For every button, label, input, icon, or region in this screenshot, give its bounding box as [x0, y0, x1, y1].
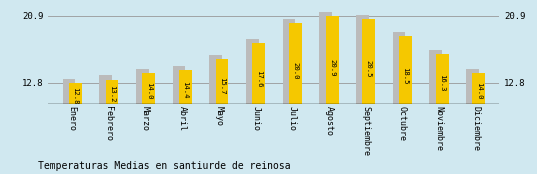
Bar [362, 19, 375, 104]
Bar [289, 23, 302, 104]
Bar [106, 80, 119, 104]
Text: Temperaturas Medias en santiurde de reinosa: Temperaturas Medias en santiurde de rein… [38, 161, 290, 171]
Bar [142, 73, 155, 104]
Bar [99, 76, 112, 104]
Text: 15.7: 15.7 [219, 77, 225, 94]
Bar [136, 69, 149, 104]
Bar [246, 39, 259, 104]
Bar [209, 55, 222, 104]
Bar [216, 59, 228, 104]
Text: 14.0: 14.0 [146, 82, 152, 100]
Bar [473, 73, 485, 104]
Bar [179, 70, 192, 104]
Text: 20.5: 20.5 [366, 60, 372, 77]
Bar [62, 79, 75, 104]
Text: 16.3: 16.3 [439, 74, 445, 92]
Bar [252, 43, 265, 104]
Bar [466, 69, 479, 104]
Bar [282, 19, 295, 104]
Text: 18.5: 18.5 [402, 67, 409, 84]
Text: 12.8: 12.8 [72, 87, 78, 104]
Text: 14.4: 14.4 [183, 81, 188, 98]
Bar [69, 83, 82, 104]
Bar [429, 50, 442, 104]
Bar [172, 66, 185, 104]
Bar [325, 16, 338, 104]
Text: 13.2: 13.2 [109, 85, 115, 103]
Bar [393, 32, 405, 104]
Text: 20.0: 20.0 [293, 62, 299, 79]
Bar [356, 15, 369, 104]
Bar [320, 12, 332, 104]
Bar [399, 36, 412, 104]
Text: 17.6: 17.6 [256, 70, 262, 88]
Bar [436, 54, 448, 104]
Text: 20.9: 20.9 [329, 58, 335, 76]
Text: 14.0: 14.0 [476, 82, 482, 100]
